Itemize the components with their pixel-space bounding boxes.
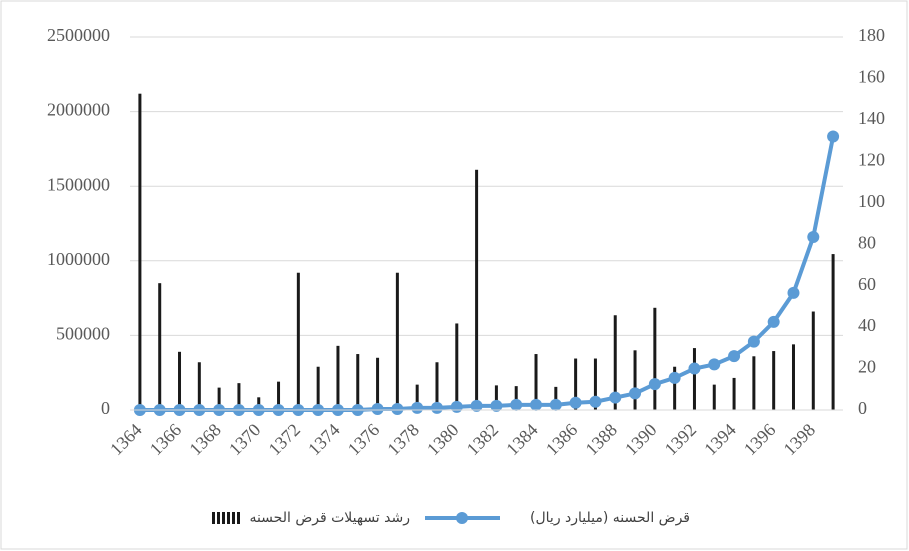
bar xyxy=(237,383,241,410)
bar xyxy=(752,356,756,410)
bar xyxy=(475,169,479,410)
bar xyxy=(257,397,261,410)
line-point xyxy=(787,286,800,299)
line-point xyxy=(609,391,622,404)
line-point xyxy=(450,400,463,413)
y2-tick-label: 20 xyxy=(858,357,876,377)
y-tick-label: 1000000 xyxy=(47,249,110,269)
line-point xyxy=(569,396,582,409)
bar xyxy=(712,384,716,410)
legend-swatch xyxy=(212,512,215,524)
y2-tick-label: 80 xyxy=(858,232,876,252)
bar xyxy=(633,350,637,410)
bar xyxy=(395,272,399,410)
bar xyxy=(494,385,498,410)
bar xyxy=(673,366,677,410)
y-tick-label: 2000000 xyxy=(47,100,110,120)
legend-swatch xyxy=(227,512,230,524)
bar xyxy=(514,386,518,410)
bar xyxy=(574,358,578,410)
bar xyxy=(296,272,300,410)
bar xyxy=(791,344,795,410)
bar xyxy=(316,366,320,410)
legend-label: قرض الحسنه (میلیارد ریال) xyxy=(530,510,690,526)
bar xyxy=(356,354,360,410)
y2-tick-label: 0 xyxy=(858,398,867,418)
legend-label: رشد تسهیلات قرض الحسنه xyxy=(249,510,410,526)
bar xyxy=(534,354,538,410)
bar xyxy=(811,311,815,410)
line-point xyxy=(510,398,523,411)
line-point xyxy=(490,399,503,412)
bar xyxy=(217,387,221,410)
line-point xyxy=(371,402,384,415)
bar xyxy=(732,377,736,410)
bar xyxy=(138,93,142,411)
line-point xyxy=(747,335,760,348)
legend-swatch xyxy=(237,512,240,524)
legend-swatch xyxy=(232,512,235,524)
line-point xyxy=(728,350,741,363)
line-point xyxy=(807,230,820,243)
y-tick-label: 2500000 xyxy=(47,25,110,45)
bar xyxy=(613,315,617,410)
bar xyxy=(415,384,419,410)
bar xyxy=(178,351,182,410)
y2-tick-label: 60 xyxy=(858,274,876,294)
bar xyxy=(158,283,162,410)
y2-tick-label: 40 xyxy=(858,315,876,335)
bar xyxy=(455,323,459,410)
line-point xyxy=(411,401,424,414)
legend-swatch xyxy=(222,512,225,524)
line-point xyxy=(629,387,642,400)
bar xyxy=(197,362,201,410)
line-point xyxy=(668,371,681,384)
y-tick-label: 500000 xyxy=(56,324,110,344)
bar xyxy=(554,386,558,410)
bar xyxy=(831,254,835,410)
bar xyxy=(692,348,696,410)
bar xyxy=(593,358,597,410)
y-tick-label: 0 xyxy=(101,398,110,418)
line-point xyxy=(589,395,602,408)
line-point xyxy=(391,402,404,415)
line-point xyxy=(708,358,721,371)
line-point xyxy=(549,398,562,411)
bar xyxy=(435,362,439,410)
y2-tick-label: 120 xyxy=(858,149,885,169)
y2-tick-label: 140 xyxy=(858,108,885,128)
bar xyxy=(376,357,380,410)
line-point xyxy=(430,401,443,414)
y2-tick-label: 160 xyxy=(858,67,885,87)
line-point xyxy=(767,315,780,328)
legend-swatch xyxy=(217,512,220,524)
legend-swatch xyxy=(456,512,468,524)
y2-tick-label: 100 xyxy=(858,191,885,211)
line-point xyxy=(648,378,661,391)
bar xyxy=(772,351,776,410)
bar xyxy=(336,345,340,410)
line-point xyxy=(688,362,701,375)
line-point xyxy=(470,399,483,412)
y2-tick-label: 180 xyxy=(858,25,885,45)
bar xyxy=(653,307,657,410)
line-point xyxy=(530,398,543,411)
bar xyxy=(277,381,281,410)
line-point xyxy=(827,130,840,143)
y-tick-label: 1500000 xyxy=(47,174,110,194)
